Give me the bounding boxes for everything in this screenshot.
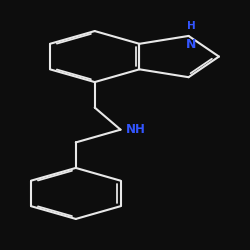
Text: N: N bbox=[186, 38, 196, 52]
Text: NH: NH bbox=[126, 123, 145, 136]
Text: H: H bbox=[187, 21, 196, 31]
